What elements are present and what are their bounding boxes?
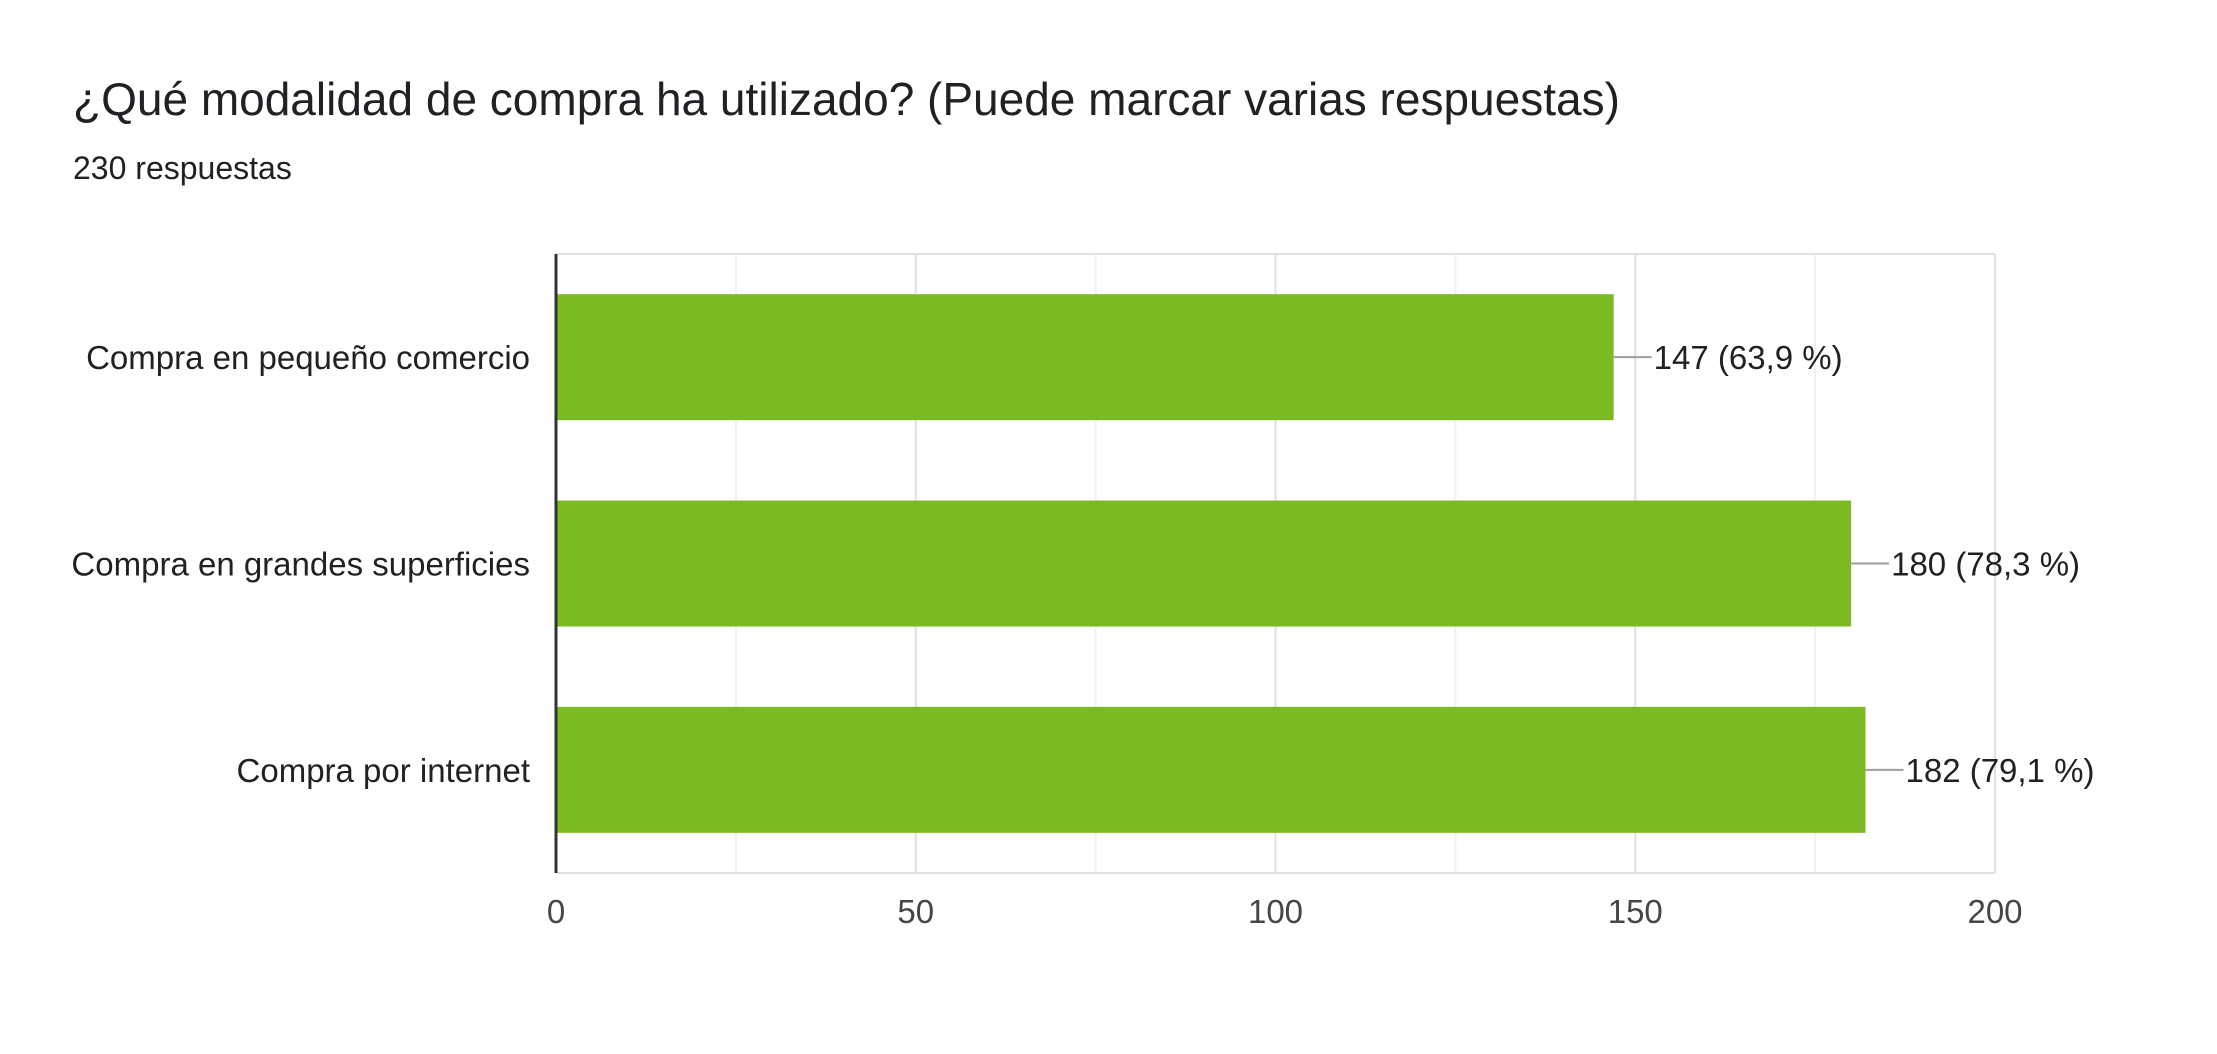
data-label: 180 (78,3 %) <box>1891 546 2080 583</box>
category-label: Compra en grandes superficies <box>71 546 530 583</box>
x-tick-label: 100 <box>1248 893 1303 930</box>
chart-title: ¿Qué modalidad de compra ha utilizado? (… <box>73 73 1620 125</box>
response-count: 230 respuestas <box>73 150 292 186</box>
x-tick-label: 50 <box>897 893 934 930</box>
category-label: Compra en pequeño comercio <box>86 339 530 376</box>
x-tick-label: 200 <box>1967 893 2022 930</box>
category-label: Compra por internet <box>237 752 530 789</box>
bar[interactable] <box>556 706 1866 833</box>
data-label: 182 (79,1 %) <box>1905 752 2094 789</box>
data-label: 147 (63,9 %) <box>1654 339 1843 376</box>
bar[interactable] <box>556 500 1852 627</box>
x-tick-label: 0 <box>547 893 565 930</box>
x-tick-label: 150 <box>1608 893 1663 930</box>
bar[interactable] <box>556 294 1614 421</box>
